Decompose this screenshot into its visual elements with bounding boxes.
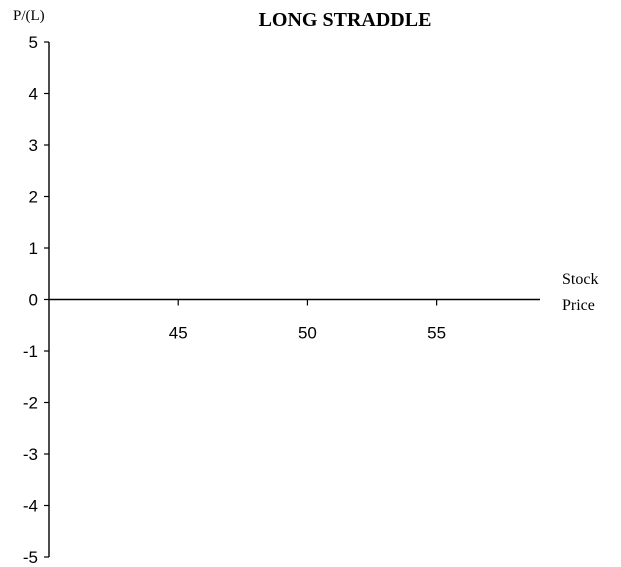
x-tick-label: 45: [169, 324, 188, 343]
x-axis-label-line-2: Price: [562, 297, 595, 314]
axes: [48, 42, 540, 557]
y-tick-label: -4: [23, 497, 38, 516]
y-tick-label: 5: [29, 33, 38, 52]
chart-title: LONG STRADDLE: [259, 9, 432, 31]
y-tick-label: -5: [23, 548, 38, 567]
y-tick-label: 3: [29, 136, 38, 155]
y-tick-label: -3: [23, 445, 38, 464]
y-tick-label: 4: [29, 85, 38, 104]
y-ticks: 5 4 3 2 1 0 -1 -2 -3 -4 -5: [23, 33, 49, 567]
x-tick-label: 50: [298, 324, 317, 343]
x-tick-label: 55: [427, 324, 446, 343]
x-axis-label-line-1: Stock: [562, 271, 598, 288]
x-ticks: 45 50 55: [169, 299, 446, 343]
y-tick-label: -1: [23, 342, 38, 361]
y-tick-label: 0: [29, 291, 38, 310]
y-axis-label: P/(L): [13, 8, 45, 24]
y-tick-label: 1: [29, 239, 38, 258]
y-tick-label: -2: [23, 394, 38, 413]
y-tick-label: 2: [29, 188, 38, 207]
